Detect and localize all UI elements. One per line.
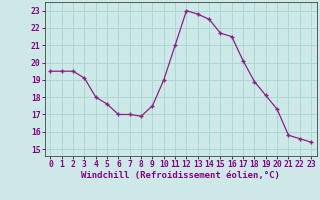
X-axis label: Windchill (Refroidissement éolien,°C): Windchill (Refroidissement éolien,°C) [81,171,280,180]
